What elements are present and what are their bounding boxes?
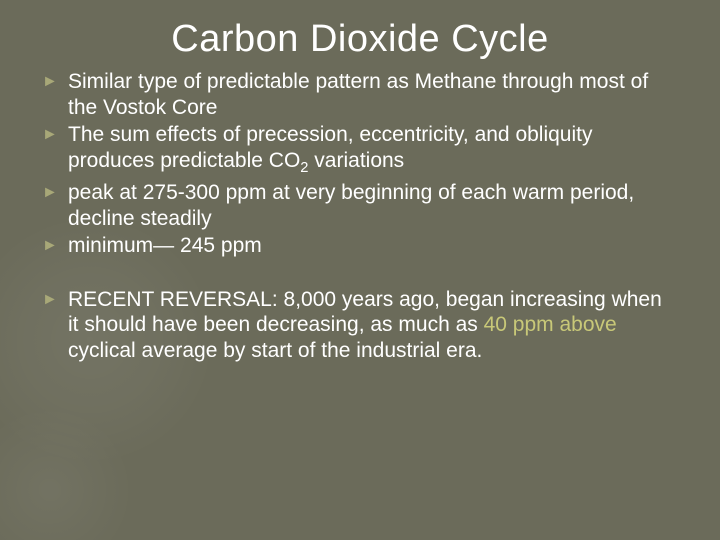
slide-title: Carbon Dioxide Cycle (42, 18, 678, 61)
bullet-pre: RECENT (68, 288, 160, 311)
bullet-icon: ► (42, 72, 58, 92)
bullet-item: ► minimum— 245 ppm (42, 233, 678, 259)
bullet-text: 245 ppm (180, 234, 262, 257)
bullet-text-after: cyclical average by start of the industr… (68, 339, 482, 362)
slide: Carbon Dioxide Cycle ► Similar type of p… (0, 0, 720, 364)
bullet-list-2: ► RECENT REVERSAL: 8,000 years ago, bega… (42, 287, 678, 364)
bullet-text: at 275-300 ppm at very beginning of each… (68, 181, 634, 230)
bullet-pre: The (68, 123, 110, 146)
bullet-pre: minimum— (68, 234, 180, 257)
bullet-item: ► RECENT REVERSAL: 8,000 years ago, bega… (42, 287, 678, 364)
bullet-item: ► The sum effects of precession, eccentr… (42, 122, 678, 178)
bullet-pre: peak (68, 181, 119, 204)
bullet-item: ► peak at 275-300 ppm at very beginning … (42, 180, 678, 231)
bullet-pre: Similar (68, 70, 138, 93)
bullet-icon: ► (42, 183, 58, 203)
spacer (42, 261, 678, 287)
bullet-icon: ► (42, 236, 58, 256)
bullet-text: type of predictable pattern as Methane t… (68, 70, 648, 119)
bullet-item: ► Similar type of predictable pattern as… (42, 69, 678, 120)
bullet-text: sum effects of precession, eccentricity,… (68, 123, 593, 172)
bullet-icon: ► (42, 290, 58, 310)
bullet-accent-text: 40 ppm above (484, 313, 617, 336)
bullet-list-1: ► Similar type of predictable pattern as… (42, 69, 678, 259)
bullet-icon: ► (42, 125, 58, 145)
